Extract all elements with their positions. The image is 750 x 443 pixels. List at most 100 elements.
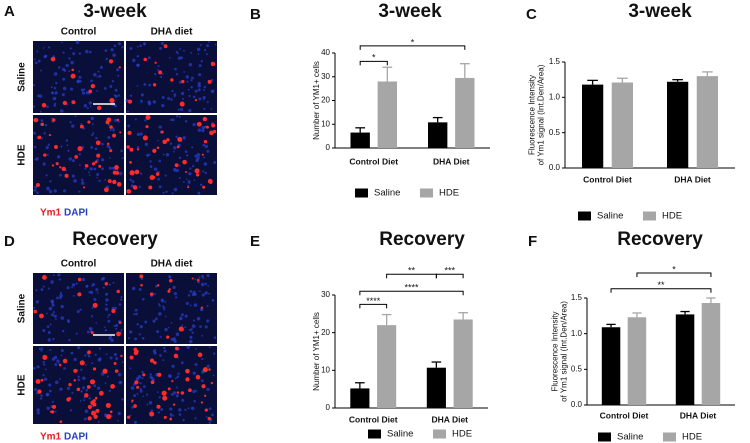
dapi-speckle [104,329,108,332]
dapi-speckle [36,411,40,415]
dapi-speckle [173,146,177,150]
x-tick-label: DHA Diet [674,174,711,184]
bar [377,325,397,408]
dapi-speckle [89,167,93,171]
dapi-speckle [131,286,136,291]
y-axis-label: Number of YM1+ cells [312,312,321,391]
dapi-speckle [156,391,159,394]
significance-label: **** [404,283,419,293]
dapi-speckle [203,107,206,111]
ym1-speckle [98,164,102,168]
dapi-speckle [34,185,38,189]
ym1-speckle [185,368,190,374]
ym1-speckle [156,146,160,150]
ym1-speckle [203,140,208,144]
ym1-speckle [112,179,117,185]
dapi-speckle [40,347,44,350]
stain-label: DAPI [64,208,88,219]
dapi-speckle [114,88,118,92]
legend-label: HDE [682,432,702,443]
dapi-speckle [155,317,158,321]
dapi-speckle [91,122,94,125]
dapi-speckle [35,157,39,161]
dapi-speckle [206,364,210,368]
dapi-speckle [187,180,191,184]
ym1-speckle [140,283,143,287]
dapi-speckle [104,49,108,52]
dapi-speckle [118,171,123,176]
dapi-speckle [102,286,105,289]
dapi-speckle [90,146,94,149]
dapi-speckle [208,292,211,295]
ym1-speckle [152,83,157,87]
bar [701,302,721,405]
dapi-speckle [192,390,196,394]
ym1-speckle [62,358,68,364]
ym1-speckle [116,118,119,122]
ym1-speckle [153,361,157,365]
dapi-speckle [139,132,143,136]
ym1-speckle [167,387,171,391]
ym1-speckle [142,135,148,141]
dapi-speckle [106,375,109,378]
ym1-speckle [87,404,92,410]
y-tick-label: 0.0 [549,163,561,172]
ym1-speckle [134,380,139,385]
ym1-speckle [170,78,174,82]
dapi-speckle [179,318,182,321]
ym1-speckle [209,130,214,136]
dapi-speckle [105,292,109,296]
ym1-speckle [116,331,121,337]
dapi-speckle [153,379,156,381]
dapi-speckle [46,393,50,397]
dapi-speckle [194,89,198,93]
ym1-speckle [182,159,187,165]
y-tick-label: 1.0 [571,329,583,338]
ym1-speckle [196,278,200,282]
bar [611,82,633,168]
panel-letter: F [528,233,537,250]
ym1-speckle [93,414,98,419]
dapi-speckle [78,52,82,55]
dapi-speckle [203,156,206,159]
ym1-speckle [54,145,58,149]
dapi-speckle [60,304,64,309]
ym1-speckle [42,354,48,360]
dapi-speckle [136,63,139,67]
ym1-speckle [126,415,131,419]
micrograph [32,273,124,344]
dapi-speckle [96,90,98,92]
panel-title: 3-week [83,1,147,22]
dapi-speckle [158,159,162,163]
dapi-speckle [40,394,43,397]
dapi-speckle [159,354,162,357]
dapi-speckle [134,337,138,341]
significance-label: *** [444,266,455,276]
dapi-speckle [43,377,48,381]
ym1-speckle [171,380,174,383]
dapi-speckle [113,104,117,108]
micrograph [32,40,124,113]
dapi-speckle [206,304,209,307]
column-header: Control [61,27,97,38]
dapi-speckle [43,132,46,135]
dapi-speckle [52,311,56,314]
dapi-speckle [60,348,64,353]
dapi-speckle [164,174,167,177]
ym1-speckle [94,160,98,164]
dapi-speckle [175,332,180,337]
dapi-speckle [143,385,146,388]
ym1-speckle [195,374,201,380]
ym1-speckle [118,66,121,69]
dapi-speckle [58,378,61,380]
dapi-speckle [162,191,165,194]
dapi-speckle [42,329,46,332]
dapi-speckle [161,95,165,99]
dapi-speckle [187,407,190,410]
ym1-speckle [185,377,190,382]
dapi-speckle [188,109,192,113]
dapi-speckle [208,407,212,411]
dapi-speckle [120,298,123,301]
dapi-speckle [76,309,80,313]
dapi-speckle [79,308,82,311]
